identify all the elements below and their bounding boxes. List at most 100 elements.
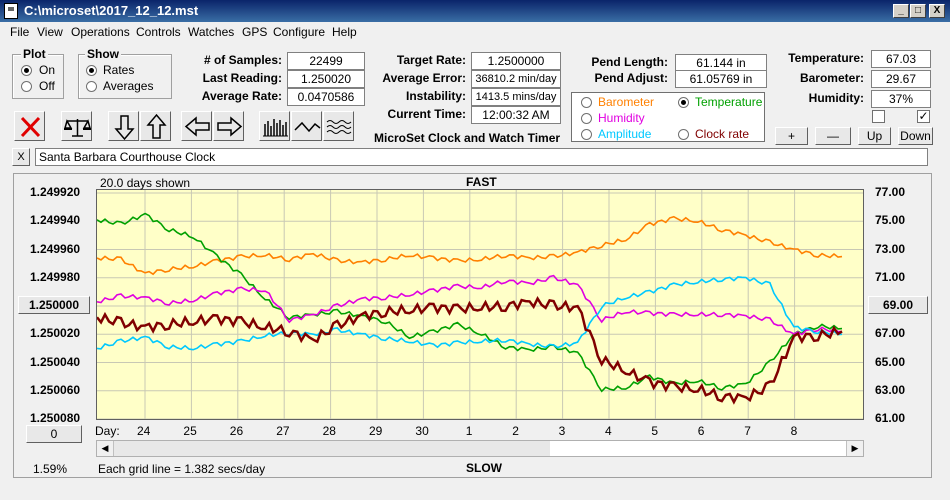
scroll-thumb[interactable] xyxy=(550,441,846,456)
window-title: C:\microset\2017_12_12.mst xyxy=(24,3,199,18)
arrow-left-button[interactable] xyxy=(181,111,212,141)
series-amplitude xyxy=(97,276,843,351)
right-tick-label: 71.00 xyxy=(875,269,906,284)
checkbox-1[interactable] xyxy=(872,110,885,123)
clock-rate-radio[interactable] xyxy=(678,129,689,140)
series-humidity xyxy=(97,274,843,336)
right-tick-label: 67.00 xyxy=(875,326,906,341)
last-reading-label: Last Reading: xyxy=(202,71,282,85)
menu-gps[interactable]: GPS xyxy=(242,25,268,39)
horizontal-scrollbar[interactable]: ◀ ▶ xyxy=(96,440,864,457)
title-bar[interactable]: C:\microset\2017_12_12.mst _ □ X xyxy=(0,0,950,22)
humidity-radio[interactable] xyxy=(581,113,592,124)
bar-graph-button[interactable] xyxy=(259,111,290,141)
rate-chart xyxy=(97,190,863,419)
app-icon[interactable] xyxy=(4,3,18,19)
left-tick-label: 1.250080 xyxy=(30,411,81,425)
amplitude-option-label: Amplitude xyxy=(598,127,652,141)
day-tick-label: 2 xyxy=(512,424,519,438)
scroll-left-arrow-icon[interactable]: ◀ xyxy=(97,441,114,456)
day-tick-label: 28 xyxy=(322,424,336,438)
fast-label: FAST xyxy=(466,175,497,189)
amplitude-radio[interactable] xyxy=(581,129,592,140)
series-temperature xyxy=(97,212,843,393)
show-rates-radio[interactable] xyxy=(86,65,97,76)
temperature-radio[interactable] xyxy=(678,97,689,108)
menu-operations[interactable]: Operations xyxy=(71,25,130,39)
right-tick-label: 61.00 xyxy=(875,411,906,425)
menu-help[interactable]: Help xyxy=(332,25,357,39)
clock-name-input[interactable]: Santa Barbara Courthouse Clock xyxy=(35,148,928,166)
temperature-option-label: Temperature xyxy=(695,95,763,109)
day-tick-label: 5 xyxy=(651,424,659,438)
wave-graph-button[interactable] xyxy=(291,111,322,141)
average-rate-label: Average Rate: xyxy=(201,89,282,103)
pend-length-label: Pend Length: xyxy=(591,55,668,69)
right-center-button[interactable]: 69.00 xyxy=(868,296,928,314)
up-button[interactable]: Up xyxy=(858,127,891,145)
plot-group-title: Plot xyxy=(21,47,48,61)
current-time-value: 12:00:32 AM xyxy=(471,106,561,124)
menu-controls[interactable]: Controls xyxy=(136,25,181,39)
clear-clock-button[interactable]: X xyxy=(12,148,30,166)
right-tick-label: 75.00 xyxy=(875,213,906,228)
chart-frame xyxy=(13,173,932,478)
left-tick-label: 1.250040 xyxy=(30,354,81,369)
menu-file[interactable]: File xyxy=(10,25,30,39)
arrow-left-icon xyxy=(184,116,210,137)
close-button[interactable]: X xyxy=(929,4,945,18)
instability-value: 1413.5 mins/day xyxy=(471,88,561,106)
menu-view[interactable]: View xyxy=(37,25,63,39)
left-tick-label: 1.249940 xyxy=(30,213,81,228)
right-tick-label: 73.00 xyxy=(875,241,906,256)
arrow-down-button[interactable] xyxy=(108,111,139,141)
humidity-value: 37% xyxy=(871,90,931,108)
temperature-label: Temperature: xyxy=(788,51,864,65)
day-tick-label: 8 xyxy=(790,424,798,438)
plot-on-radio[interactable] xyxy=(21,65,32,76)
day-tick-label: 3 xyxy=(558,424,566,438)
series-clock-rate xyxy=(97,296,843,405)
arrow-up-icon xyxy=(146,113,167,139)
current-time-label: Current Time: xyxy=(387,107,466,121)
temperature-value: 67.03 xyxy=(871,50,931,68)
right-tick-label: 63.00 xyxy=(875,382,906,397)
scroll-right-arrow-icon[interactable]: ▶ xyxy=(846,441,863,456)
plus-button[interactable]: + xyxy=(775,127,808,145)
down-button[interactable]: Down xyxy=(898,127,933,145)
left-tick-label: 1.249960 xyxy=(30,241,81,256)
app-caption: MicroSet Clock and Watch Timer xyxy=(374,131,561,145)
left-center-button[interactable]: 1.250000 xyxy=(18,296,90,314)
plot-area[interactable] xyxy=(96,189,864,420)
day-tick-label: 6 xyxy=(697,424,705,438)
day-axis-label: Day: xyxy=(95,424,120,438)
checkbox-2[interactable]: ✓ xyxy=(917,109,930,123)
plot-off-radio[interactable] xyxy=(21,81,32,92)
menu-configure[interactable]: Configure xyxy=(273,25,326,39)
minimize-button[interactable]: _ xyxy=(893,4,909,18)
arrow-up-button[interactable] xyxy=(140,111,171,141)
minus-button[interactable]: — xyxy=(815,127,851,145)
barometer-radio[interactable] xyxy=(581,97,592,108)
maximize-button[interactable]: □ xyxy=(910,4,926,18)
right-tick-label: 77.00 xyxy=(875,185,906,199)
show-averages-radio[interactable] xyxy=(86,81,97,92)
day-tick-label: 25 xyxy=(183,424,197,438)
balance-button[interactable] xyxy=(61,111,92,141)
arrow-right-button[interactable] xyxy=(213,111,244,141)
menu-bar: File View Operations Controls Watches GP… xyxy=(0,22,950,42)
day-tick-label: 27 xyxy=(276,424,290,438)
plot-off-label: Off xyxy=(39,79,55,93)
scroll-track-left[interactable] xyxy=(114,441,550,456)
humidity-label: Humidity: xyxy=(808,91,864,105)
percent-value: 1.59% xyxy=(33,462,68,476)
last-reading-value: 1.250020 xyxy=(287,70,365,88)
plot-group: Plot xyxy=(12,47,64,99)
waves-button[interactable] xyxy=(323,111,354,141)
day-tick-label: 30 xyxy=(415,424,429,438)
balance-icon xyxy=(64,119,91,137)
reset-button[interactable] xyxy=(14,111,45,141)
zero-button[interactable]: 0 xyxy=(26,425,82,443)
menu-watches[interactable]: Watches xyxy=(188,25,235,39)
samples-label: # of Samples: xyxy=(203,53,282,67)
